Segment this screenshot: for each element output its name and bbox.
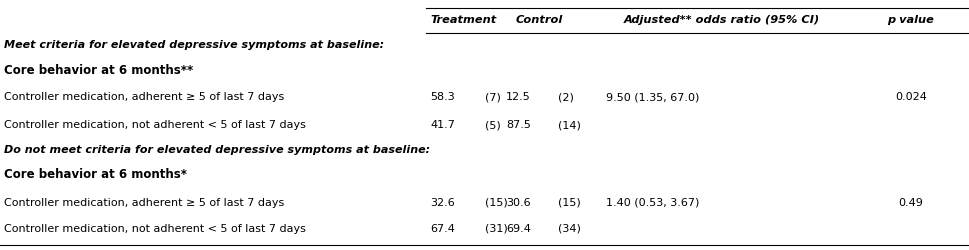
Text: Control: Control: [516, 15, 562, 25]
Text: 12.5: 12.5: [506, 92, 531, 102]
Text: 58.3: 58.3: [430, 92, 455, 102]
Text: 69.4: 69.4: [506, 224, 531, 234]
Text: (15): (15): [558, 198, 580, 207]
Text: (14): (14): [558, 120, 581, 130]
Text: 41.7: 41.7: [430, 120, 455, 130]
Text: Controller medication, not adherent < 5 of last 7 days: Controller medication, not adherent < 5 …: [4, 224, 306, 234]
Text: 30.6: 30.6: [507, 198, 531, 207]
Text: Treatment: Treatment: [430, 15, 496, 25]
Text: 9.50 (1.35, 67.0): 9.50 (1.35, 67.0): [606, 92, 699, 102]
Text: 87.5: 87.5: [506, 120, 531, 130]
Text: (31): (31): [484, 224, 507, 234]
Text: (5): (5): [484, 120, 500, 130]
Text: Controller medication, adherent ≥ 5 of last 7 days: Controller medication, adherent ≥ 5 of l…: [4, 92, 284, 102]
Text: 32.6: 32.6: [430, 198, 455, 207]
Text: Do not meet criteria for elevated depressive symptoms at baseline:: Do not meet criteria for elevated depres…: [4, 145, 430, 155]
Text: Core behavior at 6 months**: Core behavior at 6 months**: [4, 64, 193, 76]
Text: (7): (7): [484, 92, 500, 102]
Text: 67.4: 67.4: [430, 224, 455, 234]
Text: 1.40 (0.53, 3.67): 1.40 (0.53, 3.67): [606, 198, 699, 207]
Text: Adjusted** odds ratio (95% CI): Adjusted** odds ratio (95% CI): [624, 15, 820, 25]
Text: p value: p value: [888, 15, 934, 25]
Text: Controller medication, adherent ≥ 5 of last 7 days: Controller medication, adherent ≥ 5 of l…: [4, 198, 284, 207]
Text: 0.49: 0.49: [898, 198, 923, 207]
Text: (34): (34): [558, 224, 581, 234]
Text: Controller medication, not adherent < 5 of last 7 days: Controller medication, not adherent < 5 …: [4, 120, 306, 130]
Text: Core behavior at 6 months*: Core behavior at 6 months*: [4, 168, 187, 181]
Text: (15): (15): [484, 198, 507, 207]
Text: Meet criteria for elevated depressive symptoms at baseline:: Meet criteria for elevated depressive sy…: [4, 40, 384, 50]
Text: (2): (2): [558, 92, 574, 102]
Text: 0.024: 0.024: [895, 92, 926, 102]
